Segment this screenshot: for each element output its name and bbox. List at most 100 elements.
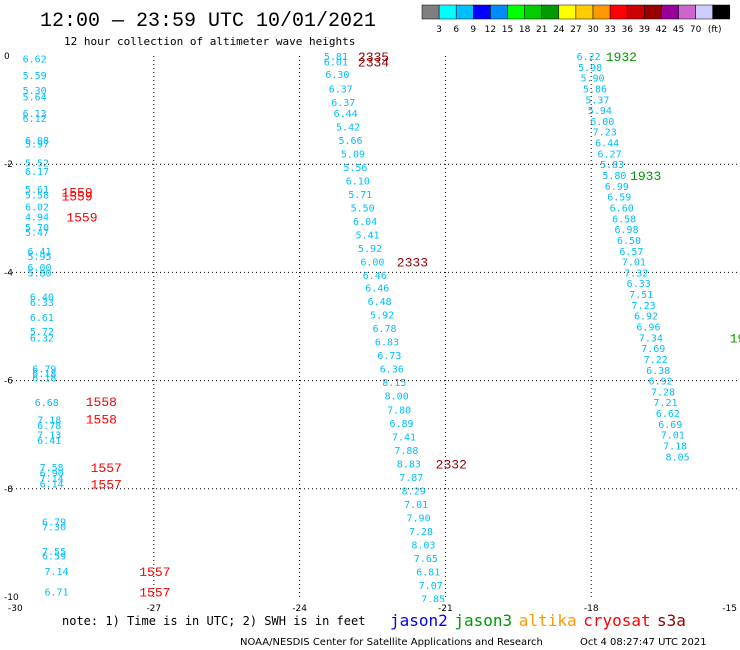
swh-value: 6.79 xyxy=(42,517,66,528)
swh-value: 6.73 xyxy=(377,351,401,362)
swh-value: 5.66 xyxy=(338,136,362,147)
colorbar-label: 42 xyxy=(656,25,667,35)
swh-value: 6.61 xyxy=(30,313,54,324)
swh-value: 8.03 xyxy=(411,541,435,552)
swh-value: 5.83 xyxy=(600,160,624,171)
swh-value: 6.98 xyxy=(615,225,639,236)
y-tick-label: -2 xyxy=(4,160,13,170)
colorbar-swatch xyxy=(712,4,731,20)
y-tick-label: -6 xyxy=(4,377,13,387)
swh-value: 6.02 xyxy=(25,202,49,213)
swh-value: 6.22 xyxy=(577,52,601,63)
swh-value: 7.55 xyxy=(42,547,66,558)
mission-label: s3a xyxy=(657,611,686,630)
swh-value: 5.95 xyxy=(27,252,51,263)
swh-value: 6.79 xyxy=(32,365,56,376)
time-label: 1557 xyxy=(139,586,170,601)
swh-value: 8.83 xyxy=(397,459,421,470)
swh-value: 6.33 xyxy=(627,279,651,290)
swh-value: 6.00 xyxy=(590,117,614,128)
colorbar-swatch xyxy=(524,4,542,20)
colorbar-unit: (ft) xyxy=(708,25,722,35)
swh-value: 7.34 xyxy=(639,333,663,344)
swh-value: 6.41 xyxy=(27,247,51,258)
swh-value: 7.22 xyxy=(644,355,668,366)
swh-value: 6.71 xyxy=(44,588,68,599)
swh-value: 7.21 xyxy=(653,398,677,409)
swh-value: 6.00 xyxy=(27,263,51,274)
swh-value: 6.38 xyxy=(646,366,670,377)
time-label: 2332 xyxy=(436,457,467,472)
swh-value: 7.30 xyxy=(42,523,66,534)
swh-value: 7.85 xyxy=(421,595,445,606)
swh-value: 6.78 xyxy=(37,421,61,432)
swh-value: 6.12 xyxy=(23,114,47,125)
swh-value: 5.80 xyxy=(602,171,626,182)
colorbar-swatch xyxy=(644,4,662,20)
swh-value: 7.28 xyxy=(409,527,433,538)
swh-value: 6.69 xyxy=(658,420,682,431)
swh-value: 6.99 xyxy=(605,182,629,193)
swh-value: 7.18 xyxy=(37,416,61,427)
time-label: 1557 xyxy=(91,477,122,492)
colorbar-label: 3 xyxy=(436,25,442,35)
swh-value: 5.41 xyxy=(355,231,379,242)
swh-value: 6.01 xyxy=(324,57,348,68)
swh-value: 7.14 xyxy=(44,567,68,578)
swh-value: 6.83 xyxy=(375,338,399,349)
swh-value: 5.97 xyxy=(25,140,49,151)
colorbar-label: 18 xyxy=(519,25,531,35)
swh-value: 7.01 xyxy=(404,500,428,511)
swh-value: 6.50 xyxy=(617,236,641,247)
plot-area: 6.62 5.59 5.305.64 6.136.12 6.085.97 5.526.17… xyxy=(23,50,740,606)
x-tick-label: -15 xyxy=(722,604,737,614)
swh-value: 5.71 xyxy=(348,190,372,201)
grid-lines xyxy=(8,56,737,597)
swh-value: 5.80 xyxy=(27,268,51,279)
x-tick-label: -21 xyxy=(438,604,453,614)
swh-value: 5.42 xyxy=(336,122,360,133)
colorbar-label: 30 xyxy=(587,25,599,35)
colorbar-label: 33 xyxy=(604,25,615,35)
swh-value: 5.50 xyxy=(351,203,375,214)
colorbar-label: 45 xyxy=(673,25,684,35)
swh-value: 7.90 xyxy=(407,513,431,524)
swh-value: 6.60 xyxy=(610,203,634,214)
time-label: 1557 xyxy=(139,565,170,580)
swh-value: 7.23 xyxy=(593,128,617,139)
swh-value: 6.41 xyxy=(37,436,61,447)
swh-value: 7.18 xyxy=(663,442,687,453)
swh-value: 8.05 xyxy=(666,452,690,463)
colorbar-label: 21 xyxy=(536,25,547,35)
chart-title: 12:00 — 23:59 UTC 10/01/2021 xyxy=(40,10,376,33)
swh-value: 6.89 xyxy=(390,419,414,430)
swh-value: 6.33 xyxy=(30,298,54,309)
swh-value: 5.81 xyxy=(324,52,348,63)
colorbar-swatch xyxy=(455,4,474,20)
swh-value: 6.32 xyxy=(30,333,54,344)
y-tick-label: 0 xyxy=(4,52,10,62)
swh-value: 6.92 xyxy=(649,377,673,388)
swh-value: 6.58 xyxy=(612,214,636,225)
swh-value: 6.18 xyxy=(32,369,56,380)
swh-value: 7.13 xyxy=(37,431,61,442)
swh-value: 6.37 xyxy=(331,98,355,109)
swh-value: 7.65 xyxy=(414,554,438,565)
time-label: 1557 xyxy=(91,461,122,476)
colorbar-swatch xyxy=(421,4,440,20)
colorbar-swatch xyxy=(609,4,628,20)
x-tick-label: -30 xyxy=(8,604,23,614)
swh-value: 6.62 xyxy=(23,55,47,66)
swh-value: 6.00 xyxy=(360,258,384,269)
swh-value: 6.44 xyxy=(595,139,619,150)
swh-value: 5.92 xyxy=(358,244,382,255)
colorbar-label: 70 xyxy=(690,25,702,35)
time-label: 1934 xyxy=(730,331,740,346)
swh-value: 5.86 xyxy=(583,84,607,95)
swh-value: 7.01 xyxy=(661,431,685,442)
swh-value: 5.47 xyxy=(25,228,49,239)
colorbar-swatch xyxy=(695,4,713,20)
swh-value: 6.57 xyxy=(619,247,643,258)
x-tick-label: -27 xyxy=(146,604,161,614)
